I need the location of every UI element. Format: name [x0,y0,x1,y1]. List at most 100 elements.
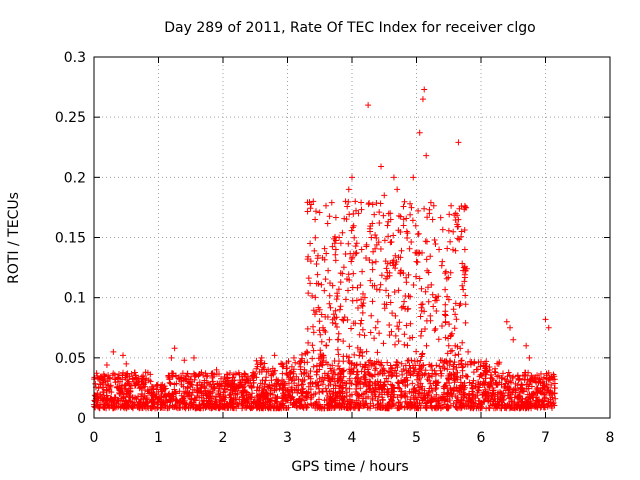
chart-title: Day 289 of 2011, Rate Of TEC Index for r… [164,20,535,36]
data-point [394,186,401,193]
data-point [155,395,162,402]
data-point [423,152,430,159]
data-point [381,192,388,199]
data-point [358,246,365,253]
y-tick-label: 0.25 [55,110,86,126]
data-point [136,378,143,385]
data-point [378,163,385,170]
data-point [303,348,310,355]
y-tick-label: 0.3 [64,50,86,66]
data-point [367,228,374,235]
data-point [448,330,455,337]
data-point [461,246,468,253]
data-point [329,282,336,289]
data-point [442,318,449,325]
grid-lines [94,57,610,418]
data-point [432,294,439,301]
data-point [374,318,381,325]
data-point [542,316,549,323]
y-tick-label: 0.05 [55,351,86,367]
dense-marker-cloud [91,347,559,412]
x-tick-label: 5 [412,430,421,446]
data-point [455,139,462,146]
x-tick-label: 0 [90,430,99,446]
data-point [355,210,362,217]
data-point [123,360,130,367]
data-point [416,129,423,136]
data-point [350,270,357,277]
data-point [384,222,391,229]
data-point [397,270,404,277]
data-points [94,86,552,402]
data-point [336,234,343,241]
data-point [445,342,452,349]
data-point [545,324,552,331]
data-point [326,336,333,343]
data-point [436,246,443,253]
axis-ticks: 0 1 2 3 4 5 6 7 8 0 0.05 0.1 0.15 0.2 0.25 0.3 [55,50,615,446]
data-point [323,342,330,349]
data-point [413,258,420,265]
data-point [332,246,339,253]
data-point [503,318,510,325]
y-tick-label: 0.1 [64,291,86,307]
y-tick-label: 0.15 [55,231,86,247]
data-point [97,381,104,388]
data-point [120,352,127,359]
data-point [419,96,426,103]
data-point [371,282,378,289]
data-point [342,198,349,205]
data-point [310,198,317,205]
x-tick-label: 2 [219,430,228,446]
data-point [345,186,352,193]
data-point [410,174,417,181]
data-point [103,362,110,369]
x-tick-label: 3 [283,430,292,446]
data-point [452,342,459,349]
data-point [339,270,346,277]
x-tick-label: 8 [606,430,615,446]
data-point [365,102,372,109]
x-tick-label: 6 [477,430,486,446]
x-axis-label: GPS time / hours [291,459,408,475]
data-point [352,198,359,205]
data-point [168,354,175,361]
data-point [142,369,149,376]
y-axis-label: ROTI / TECUs [6,192,22,284]
data-point [213,366,220,373]
data-point [349,174,355,181]
data-point [403,228,410,235]
data-point [407,200,414,207]
data-point [387,216,394,223]
data-point [307,240,314,247]
data-point [507,324,514,331]
data-point [271,352,278,359]
x-tick-label: 7 [541,430,550,446]
data-point [94,372,101,379]
dense-data-band [91,198,559,412]
data-point [465,348,472,355]
data-point [313,260,320,267]
y-tick-label: 0.2 [64,170,86,186]
data-point [110,348,117,355]
data-point [361,294,368,301]
data-point [290,354,297,361]
x-tick-label: 4 [348,430,357,446]
data-point [439,258,446,265]
data-point [368,234,375,241]
data-point [426,210,433,217]
storm-marker-cloud [304,198,470,361]
data-point [390,174,397,181]
data-point [421,86,428,93]
data-point [171,345,178,352]
data-point [316,306,323,313]
data-point [523,342,530,349]
data-point [181,357,188,364]
data-point [400,222,407,229]
data-point [429,216,436,223]
data-point [319,324,326,331]
x-tick-label: 1 [154,430,163,446]
data-point [190,354,197,361]
data-point [458,228,465,235]
y-tick-label: 0 [77,411,86,427]
